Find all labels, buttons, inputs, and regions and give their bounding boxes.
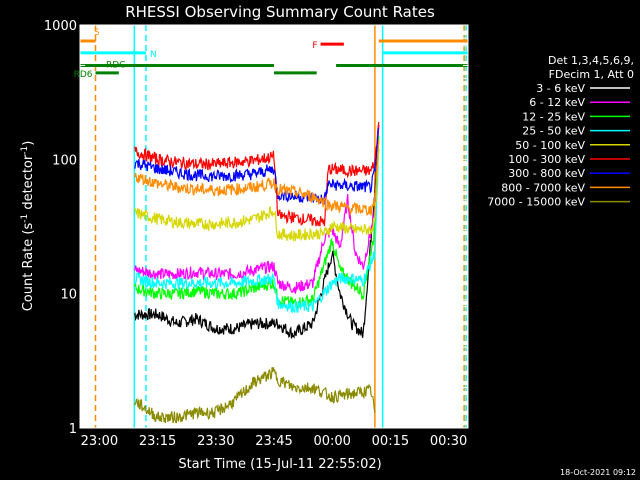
- x-tick-label-1: 23:15: [139, 434, 176, 449]
- series-line-4: [134, 148, 380, 242]
- series-lines: [133, 121, 380, 425]
- legend-label-2: 12 - 25 keV: [522, 110, 585, 123]
- legend-label-3: 25 - 50 keV: [522, 125, 585, 138]
- y-tick-label-0: 1: [69, 422, 77, 437]
- series-line-3: [134, 148, 380, 314]
- state-bar-label-4: RDC: [106, 60, 125, 70]
- legend-label-4: 50 - 100 keV: [515, 139, 585, 152]
- generated-timestamp: 18-Oct-2021 09:12: [560, 468, 636, 477]
- legend-label-7: 800 - 7000 keV: [501, 181, 585, 194]
- legend-label-6: 300 - 800 keV: [508, 167, 585, 180]
- series-line-1: [133, 124, 380, 294]
- series-line-0: [133, 124, 380, 339]
- state-bar-label-7: RD6: [74, 70, 93, 80]
- plot-area: [79, 24, 469, 429]
- chart-title: RHESSI Observing Summary Count Rates: [125, 3, 435, 21]
- y-tick-label-1: 10: [60, 288, 77, 303]
- x-tick-label-5: 00:15: [372, 434, 409, 449]
- legend-header-decimation: FDecim 1, Att 0: [549, 68, 634, 81]
- legend-header-detectors: Det 1,3,4,5,6,9,: [548, 54, 634, 67]
- x-tick-label-3: 23:45: [255, 434, 292, 449]
- x-tick-label-2: 23:30: [197, 434, 234, 449]
- series-line-5: [134, 121, 380, 227]
- state-bars: S N RDC RD6 F: [74, 28, 468, 80]
- y-tick-label-2: 100: [52, 153, 77, 168]
- series-line-7: [133, 139, 380, 217]
- state-bar-label-2: N: [150, 50, 157, 60]
- legend-label-1: 6 - 12 keV: [529, 96, 585, 109]
- x-axis-label: Start Time (15-Jul-11 22:55:02): [178, 457, 381, 472]
- legend-label-0: 3 - 6 keV: [536, 82, 585, 95]
- y-tick-label-3: 1000: [44, 19, 77, 34]
- x-tick-label-6: 00:30: [430, 434, 467, 449]
- legend-label-8: 7000 - 15000 keV: [487, 196, 585, 209]
- series-line-6: [134, 128, 380, 205]
- state-bar-label-0: S: [94, 28, 100, 38]
- state-bar-label-8: F: [312, 41, 317, 51]
- x-tick-label-4: 00:00: [313, 434, 350, 449]
- legend-label-5: 100 - 300 keV: [508, 153, 585, 166]
- y-axis-label: Count Rate (s-1 detector-1): [20, 141, 36, 312]
- series-line-8: [133, 367, 376, 425]
- x-tick-label-0: 23:00: [81, 434, 118, 449]
- legend: Det 1,3,4,5,6,9, FDecim 1, Att 0 3 - 6 k…: [487, 54, 634, 209]
- axes: 1 10 100 1000 23:00 23:15 23:30 23:45 00:00 00:15…: [44, 19, 469, 449]
